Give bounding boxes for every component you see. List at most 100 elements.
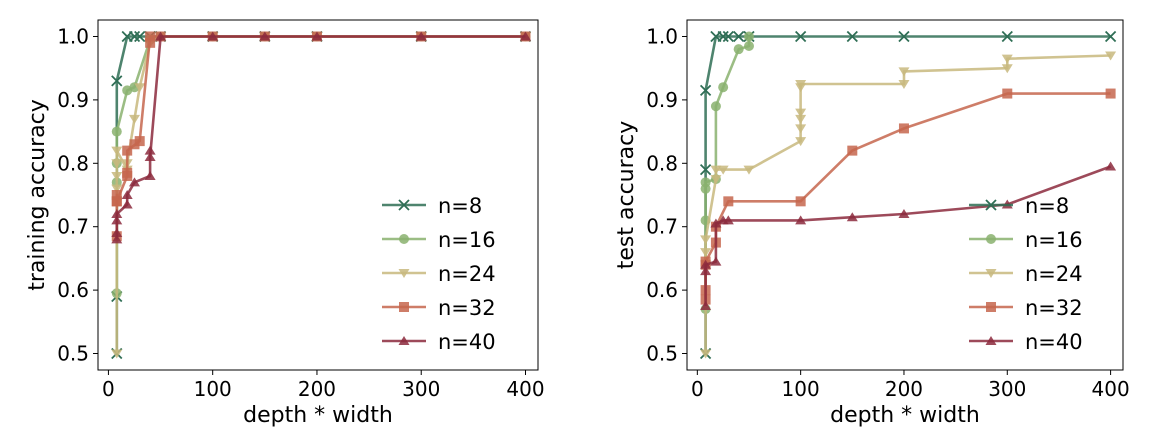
data-point [795, 137, 807, 147]
data-point [795, 124, 807, 134]
marker-x [795, 30, 807, 43]
marker-triangle-down [111, 159, 123, 169]
data-point [1105, 88, 1116, 99]
marker-triangle-down [795, 124, 807, 134]
marker-triangle-up [1105, 161, 1117, 171]
data-point [1105, 161, 1117, 171]
series-line [115, 35, 526, 294]
marker-triangle-up [121, 190, 133, 199]
legend-marker [398, 269, 410, 278]
data-point [743, 31, 754, 42]
data-point [134, 136, 145, 147]
data-point [122, 145, 133, 156]
marker-triangle-down [111, 349, 123, 359]
marker-triangle-down [795, 108, 807, 118]
marker-x [134, 30, 146, 43]
marker-square [122, 167, 133, 178]
marker-triangle-down [111, 171, 123, 181]
data-point [795, 114, 807, 124]
marker-triangle-up [722, 215, 734, 225]
marker-triangle-down [710, 165, 722, 175]
legend-marker [398, 336, 410, 345]
y-tick-label: 0.9 [646, 88, 678, 112]
data-point [847, 145, 858, 156]
data-point [795, 80, 807, 90]
legend-label: n=8 [438, 194, 482, 218]
marker-triangle-down [985, 269, 997, 278]
legend-label: n=32 [438, 296, 496, 320]
data-point [710, 256, 722, 266]
data-point [311, 31, 323, 41]
y-tick-label: 0.6 [646, 278, 678, 302]
marker-triangle-down [1105, 51, 1117, 61]
x-axis-label: depth * width [830, 403, 980, 428]
data-point [121, 190, 133, 199]
marker-triangle-up [700, 266, 712, 276]
marker-x [1104, 30, 1117, 43]
marker-circle [111, 126, 122, 137]
series-n-40 [111, 31, 531, 244]
data-point [1001, 54, 1013, 64]
data-point [1002, 88, 1013, 99]
marker-square [111, 196, 122, 207]
legend-marker [985, 199, 997, 211]
marker-square [399, 302, 409, 312]
data-point [111, 184, 123, 194]
legend-marker [985, 336, 997, 345]
marker-triangle-up [144, 145, 156, 155]
data-point [145, 31, 156, 42]
data-point [144, 170, 156, 180]
data-point [795, 196, 806, 207]
marker-triangle-up [121, 199, 133, 209]
data-point [144, 151, 156, 161]
data-point [111, 196, 122, 207]
data-point [722, 215, 734, 225]
data-point [155, 31, 167, 41]
marker-x [846, 30, 858, 43]
legend-label: n=40 [1025, 330, 1083, 354]
plot-frame [97, 19, 539, 371]
data-point [1001, 30, 1013, 43]
marker-x [699, 164, 712, 176]
legend-item: n=16 [969, 228, 1083, 252]
data-point [846, 212, 858, 222]
data-point [111, 75, 123, 87]
data-point [259, 31, 271, 41]
marker-square [898, 123, 909, 134]
legend-item: n=24 [969, 262, 1083, 286]
marker-x [699, 84, 712, 97]
marker-triangle-up [415, 31, 427, 41]
data-point [121, 199, 133, 209]
data-point [700, 248, 712, 258]
data-point [700, 259, 712, 269]
data-point [111, 159, 123, 169]
marker-square [145, 31, 156, 42]
marker-circle [710, 101, 721, 112]
data-point [898, 80, 910, 90]
marker-triangle-up [144, 170, 156, 180]
marker-triangle-up [700, 259, 712, 269]
data-point [1105, 51, 1117, 61]
marker-circle [718, 82, 729, 93]
y-tick-label: 1.0 [646, 24, 678, 48]
data-point [710, 175, 722, 185]
marker-triangle-down [898, 80, 910, 90]
marker-triangle-down [898, 67, 910, 77]
marker-x [717, 30, 729, 43]
marker-triangle-up [398, 336, 410, 345]
marker-triangle-down [398, 269, 410, 278]
series-n-24 [700, 51, 1117, 359]
data-point [1104, 30, 1117, 43]
marker-x [985, 199, 997, 211]
marker-square [795, 196, 806, 207]
legend-marker [399, 302, 409, 312]
y-tick-label: 1.0 [57, 24, 89, 48]
data-point [700, 300, 712, 310]
marker-triangle-down [710, 175, 722, 185]
data-point [134, 30, 146, 43]
legend-item: n=32 [382, 296, 496, 320]
y-tick-label: 0.7 [646, 215, 678, 239]
legend-label: n=16 [1025, 228, 1083, 252]
legend-marker [986, 302, 996, 312]
x-tick-label: 400 [1092, 377, 1130, 401]
